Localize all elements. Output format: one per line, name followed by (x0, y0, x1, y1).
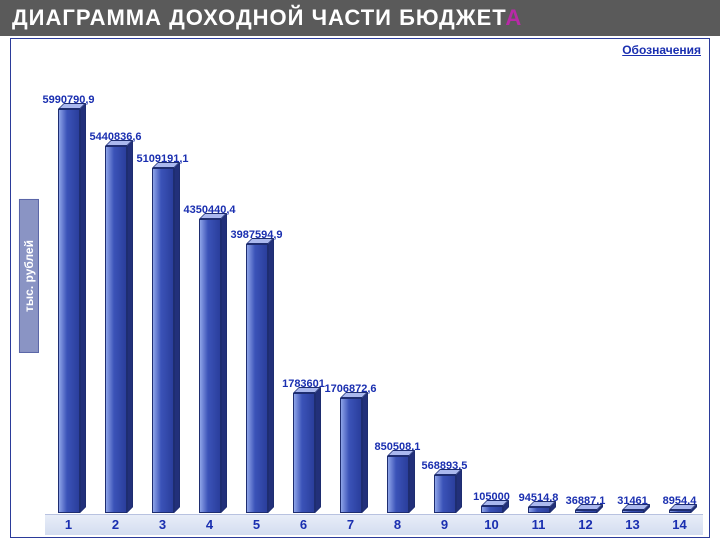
y-axis-label: тыс. рублей (19, 199, 39, 353)
bar (434, 475, 456, 513)
legend-link[interactable]: Обозначения (622, 43, 701, 57)
x-tick: 7 (327, 517, 374, 535)
bar-front (152, 168, 174, 513)
bar-top (387, 450, 415, 456)
bar-side (362, 392, 368, 513)
bar-slot: 1783601 (280, 61, 327, 513)
bar (387, 456, 409, 513)
bar (481, 506, 503, 513)
x-tick: 6 (280, 517, 327, 535)
slide: ДИАГРАММА ДОХОДНОЙ ЧАСТИ БЮДЖЕТА Обознач… (0, 0, 720, 540)
bar-side (221, 213, 227, 513)
bar-front (481, 506, 503, 513)
bar-front (246, 244, 268, 513)
x-tick: 12 (562, 517, 609, 535)
x-tick: 3 (139, 517, 186, 535)
bar-side (315, 387, 321, 513)
title-main: ДИАГРАММА ДОХОДНОЙ ЧАСТИ БЮДЖЕТ (12, 5, 505, 30)
x-tick: 1 (45, 517, 92, 535)
bar (246, 244, 268, 513)
bar-side (456, 469, 462, 513)
bar-front (340, 398, 362, 513)
bar-front (622, 510, 644, 513)
chart-frame: Обозначения тыс. рублей 5990790,95440836… (10, 38, 710, 538)
bar-side (174, 162, 180, 513)
x-tick: 4 (186, 517, 233, 535)
bar-side (127, 140, 133, 513)
bar (293, 393, 315, 513)
bar-slot: 850508,1 (374, 61, 421, 513)
bar (575, 510, 597, 513)
bar-front (528, 507, 550, 513)
bar (340, 398, 362, 513)
bar (622, 510, 644, 513)
x-tick: 8 (374, 517, 421, 535)
bar-slot: 5990790,9 (45, 61, 92, 513)
bar-front (293, 393, 315, 513)
x-tick: 5 (233, 517, 280, 535)
x-tick: 11 (515, 517, 562, 535)
bar-side (80, 103, 86, 513)
bar-front (669, 510, 691, 513)
bar-slot: 5440836,6 (92, 61, 139, 513)
bar-slot: 8954,4 (656, 61, 703, 513)
bar-slot: 5109191,1 (139, 61, 186, 513)
bars-row: 5990790,95440836,65109191,14350440,43987… (45, 61, 703, 513)
bar (669, 510, 691, 513)
bar-front (199, 219, 221, 513)
bar-front (387, 456, 409, 513)
title-bar: ДИАГРАММА ДОХОДНОЙ ЧАСТИ БЮДЖЕТА (0, 0, 720, 36)
y-axis-label-wrap: тыс. рублей (19, 39, 39, 513)
bar-side (409, 450, 415, 513)
x-tick: 13 (609, 517, 656, 535)
plot-area: 5990790,95440836,65109191,14350440,43987… (45, 61, 703, 513)
bar (105, 146, 127, 513)
bar-front (58, 109, 80, 513)
bar-slot: 105000 (468, 61, 515, 513)
bar-slot: 31461 (609, 61, 656, 513)
bar-slot: 1706872,6 (327, 61, 374, 513)
bar (199, 219, 221, 513)
title-accent-char: А (505, 5, 522, 30)
bar-slot: 36887,1 (562, 61, 609, 513)
bar-slot: 4350440,4 (186, 61, 233, 513)
x-tick: 14 (656, 517, 703, 535)
bar (152, 168, 174, 513)
bar (528, 507, 550, 513)
x-tick: 10 (468, 517, 515, 535)
bar-front (575, 510, 597, 513)
bar-slot: 568893,5 (421, 61, 468, 513)
x-axis: 1234567891011121314 (45, 514, 703, 535)
bar-slot: 3987594,9 (233, 61, 280, 513)
bar-side (268, 238, 274, 513)
bar-front (434, 475, 456, 513)
bar-front (105, 146, 127, 513)
slide-title: ДИАГРАММА ДОХОДНОЙ ЧАСТИ БЮДЖЕТА (12, 5, 522, 31)
bar-slot: 94514,8 (515, 61, 562, 513)
x-tick: 2 (92, 517, 139, 535)
bar (58, 109, 80, 513)
x-tick: 9 (421, 517, 468, 535)
